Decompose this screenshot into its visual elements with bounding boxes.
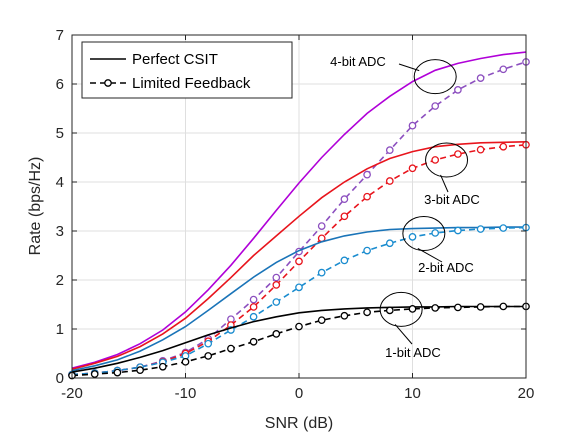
data-point-2-bit-adc [363, 246, 371, 255]
data-point-3-bit-adc [363, 192, 371, 201]
data-point-1-bit-adc [181, 357, 190, 366]
legend-label: Perfect CSIT [132, 51, 218, 68]
series-line-2-bit-adc-perfect-csit [71, 226, 526, 372]
annotation-label: 3-bit ADC [424, 192, 480, 207]
data-point-4-bit-adc [317, 222, 326, 230]
data-point-1-bit-adc [113, 368, 122, 377]
data-point-4-bit-adc [476, 74, 485, 82]
y-tick-label: 2 [56, 272, 64, 289]
data-point-2-bit-adc [454, 226, 462, 235]
data-point-2-bit-adc [249, 312, 258, 321]
series [68, 51, 530, 380]
data-point-1-bit-adc [272, 330, 281, 338]
annotation-arrow [417, 248, 443, 263]
y-tick-label: 7 [56, 27, 64, 44]
annotation-arrow [394, 324, 413, 345]
data-point-3-bit-adc [340, 212, 349, 221]
x-tick-label: -20 [61, 385, 83, 402]
data-point-2-bit-adc [385, 239, 394, 248]
annotation-arrow [440, 174, 449, 193]
legend-label: Limited Feedback [132, 75, 251, 92]
data-point-3-bit-adc [295, 257, 303, 266]
data-point-2-bit-adc [317, 268, 326, 277]
y-tick-label: 0 [56, 370, 64, 387]
data-point-1-bit-adc [340, 311, 349, 320]
annotation-label: 4-bit ADC [330, 54, 386, 69]
data-point-4-bit-adc [340, 195, 349, 203]
data-point-3-bit-adc [476, 145, 485, 154]
annotation-label: 1-bit ADC [385, 345, 441, 360]
data-point-4-bit-adc [385, 146, 394, 154]
annotation-ellipse [402, 215, 446, 251]
legend-box [81, 41, 293, 99]
data-point-1-bit-adc [204, 352, 213, 360]
annotation-ellipse [413, 59, 457, 95]
annotation-arrow [398, 63, 420, 72]
data-point-2-bit-adc [204, 339, 213, 348]
y-tick-label: 4 [56, 174, 64, 191]
x-tick-label: 0 [295, 385, 303, 402]
x-tick-label: 10 [404, 385, 421, 402]
data-point-2-bit-adc [408, 233, 417, 241]
data-point-1-bit-adc [476, 303, 485, 311]
data-point-3-bit-adc [249, 303, 258, 311]
x-tick-label: -10 [175, 385, 197, 402]
series-line-3-bit-adc-perfect-csit [71, 141, 527, 370]
data-point-1-bit-adc [385, 306, 394, 315]
data-point-2-bit-adc [295, 283, 303, 292]
y-tick-label: 1 [56, 321, 64, 338]
annotation-ellipse [425, 142, 469, 178]
y-axis-label: Rate (bps/Hz) [27, 157, 44, 256]
ticks: -20 -10 0 10 20 0 1 2 3 4 5 6 7 [56, 27, 535, 402]
data-point-1-bit-adc [295, 322, 303, 331]
series-line-4-bit-adc-perfect-csit [71, 51, 527, 369]
y-tick-label: 6 [56, 76, 64, 93]
data-point-2-bit-adc [476, 225, 485, 233]
series-line-1-bit-adc-perfect-csit [71, 305, 526, 373]
data-point-1-bit-adc [408, 305, 417, 313]
annotations: 4-bit ADC 3-bit ADC 2-bit ADC 1-bit ADC [330, 54, 480, 360]
data-point-2-bit-adc [499, 224, 508, 232]
legend: Perfect CSIT Limited Feedback [81, 41, 293, 99]
legend-marker [104, 79, 112, 87]
data-point-1-bit-adc [363, 308, 371, 317]
data-point-3-bit-adc [408, 164, 417, 173]
data-point-2-bit-adc [340, 256, 349, 265]
y-tick-label: 3 [56, 223, 64, 240]
data-point-1-bit-adc [249, 337, 258, 346]
data-point-1-bit-adc [158, 362, 167, 371]
data-point-2-bit-adc [272, 298, 281, 306]
annotation-ellipse [379, 291, 423, 327]
data-point-4-bit-adc [499, 65, 508, 74]
data-point-1-bit-adc [136, 366, 144, 375]
x-axis-label: SNR (dB) [265, 415, 333, 432]
x-tick-label: 20 [518, 385, 535, 402]
data-point-3-bit-adc [431, 156, 440, 164]
data-point-3-bit-adc [272, 281, 281, 289]
data-point-4-bit-adc [363, 170, 371, 179]
data-point-4-bit-adc [431, 102, 440, 110]
data-point-1-bit-adc [454, 303, 462, 312]
data-point-4-bit-adc [272, 273, 281, 282]
data-point-4-bit-adc [249, 295, 258, 304]
annotation-label: 2-bit ADC [418, 260, 474, 275]
y-tick-label: 5 [56, 125, 64, 142]
data-point-1-bit-adc [227, 344, 235, 353]
data-point-1-bit-adc [90, 370, 99, 378]
data-point-3-bit-adc [454, 150, 462, 158]
data-point-1-bit-adc [431, 304, 440, 312]
data-point-1-bit-adc [317, 316, 326, 325]
data-point-3-bit-adc [499, 142, 508, 151]
data-point-4-bit-adc [454, 86, 462, 94]
data-point-3-bit-adc [385, 177, 394, 185]
series-line-2-bit-adc-limited-feedback [71, 226, 527, 376]
data-point-2-bit-adc [431, 229, 440, 237]
data-point-4-bit-adc [408, 121, 417, 130]
data-point-1-bit-adc [499, 302, 508, 311]
